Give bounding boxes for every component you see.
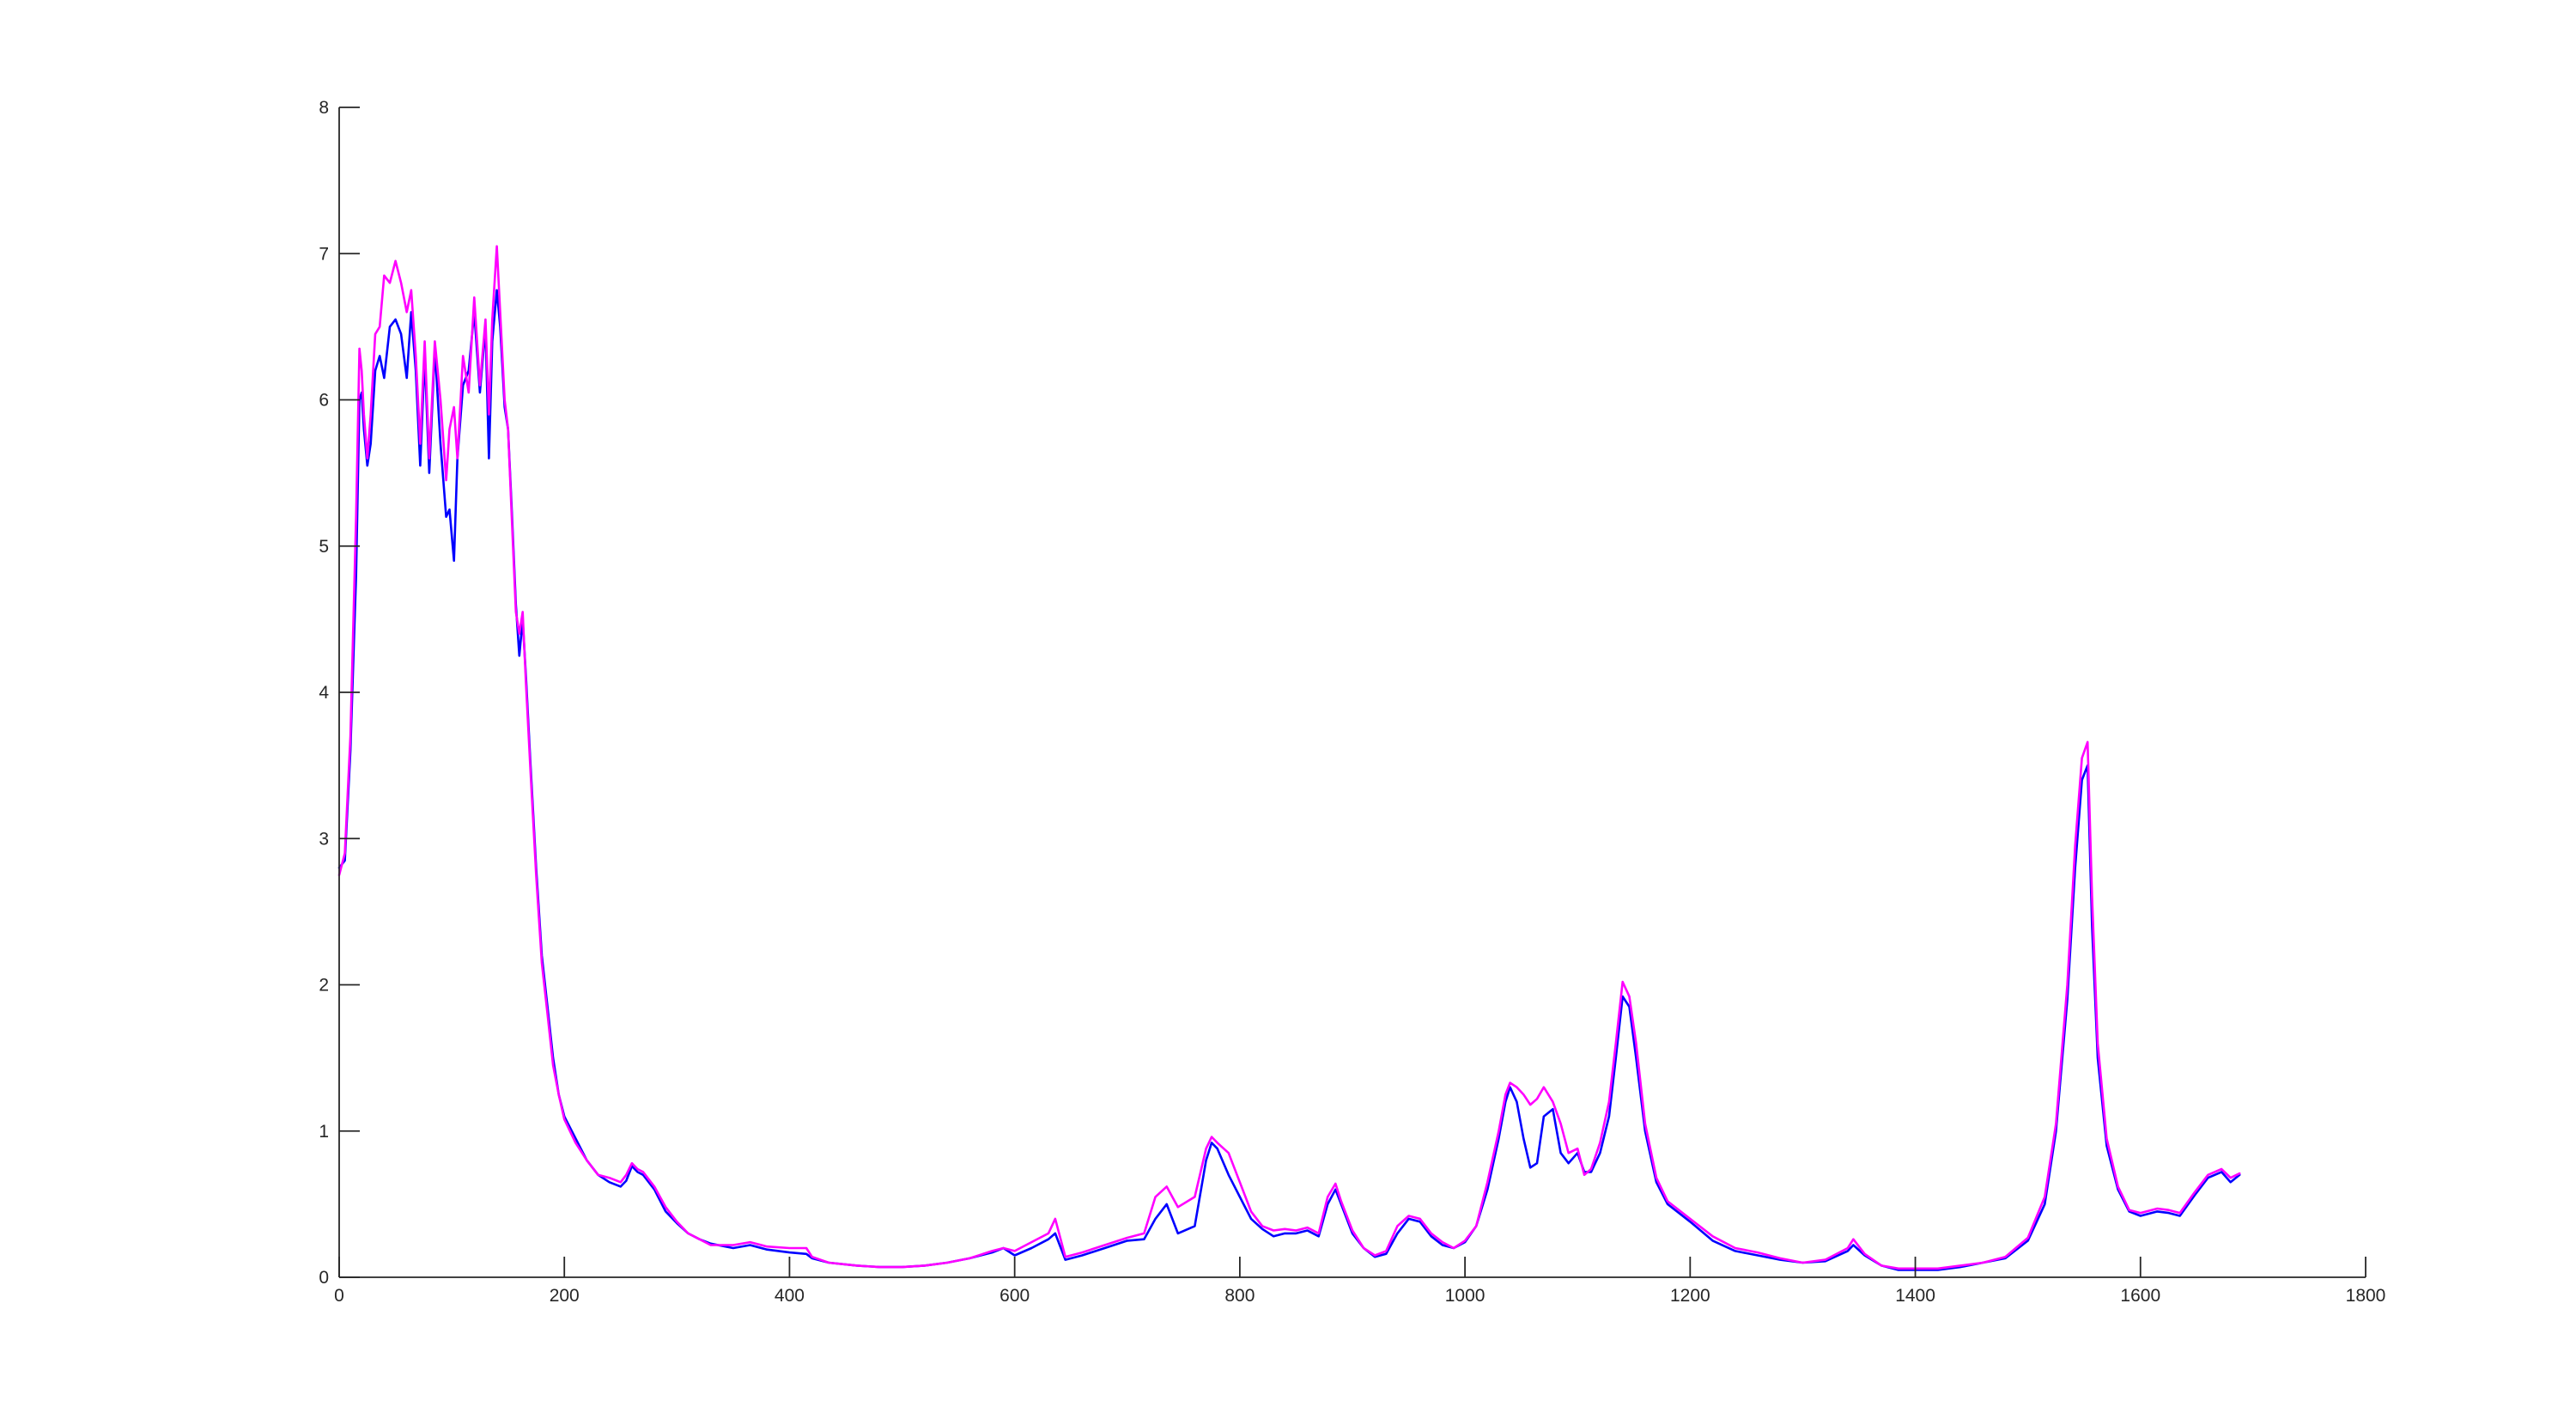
- x-tick-label: 200: [550, 1286, 580, 1306]
- axis-layer: 0 200 400 600 800 1000 1200 1400 1600 1800 0 1 2 3 4 5 6…: [319, 98, 2385, 1306]
- x-tick-label: 800: [1224, 1286, 1255, 1306]
- series-layer: [337, 245, 2241, 1271]
- y-tick-label: 6: [319, 391, 329, 411]
- y-tick-label: 8: [319, 98, 329, 118]
- x-tick-label: 1400: [1895, 1286, 1935, 1306]
- y-tick-label: 1: [319, 1122, 329, 1142]
- y-tick-label: 7: [319, 244, 329, 264]
- y-tick-label: 3: [319, 829, 329, 849]
- x-tick-label: 0: [334, 1286, 344, 1306]
- x-tick-label: 1600: [2120, 1286, 2160, 1306]
- y-tick-label: 5: [319, 537, 329, 557]
- x-tick-label: 400: [775, 1286, 805, 1306]
- y-tick-label: 2: [319, 976, 329, 996]
- x-tick-label: 600: [999, 1286, 1030, 1306]
- y-tick-label: 4: [319, 683, 329, 703]
- x-tick-label: 1800: [2346, 1286, 2386, 1306]
- y-tick-label: 0: [319, 1268, 329, 1288]
- x-tick-label: 1200: [1670, 1286, 1710, 1306]
- series-line-2: [337, 245, 2241, 1270]
- x-tick-label: 1000: [1445, 1286, 1485, 1306]
